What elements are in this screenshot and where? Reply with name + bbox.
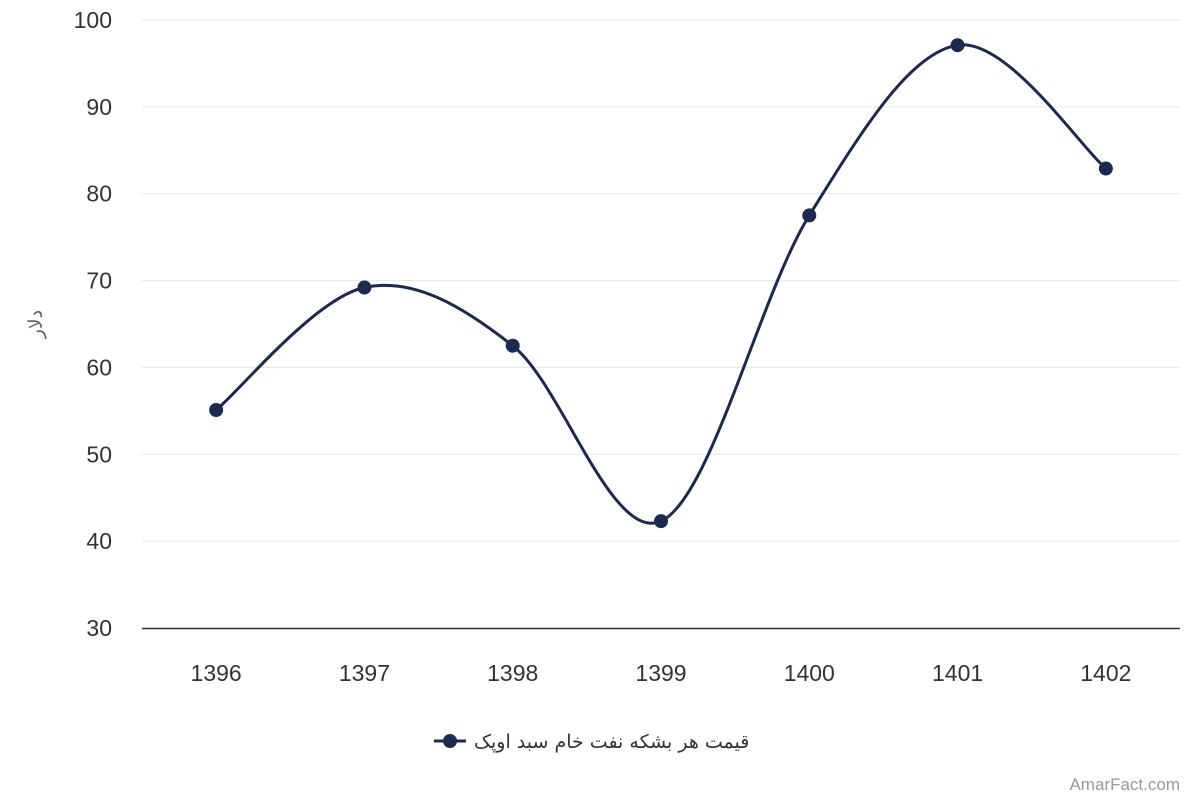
legend[interactable]: قیمت هر بشکه نفت خام سبد اوپک xyxy=(434,731,749,753)
y-tick-label: 50 xyxy=(86,441,112,467)
series-points[interactable] xyxy=(209,38,1113,529)
x-tick-label: 1401 xyxy=(932,660,983,686)
grid-lines xyxy=(142,19,1180,542)
x-tick-label: 1396 xyxy=(191,660,242,686)
series-line xyxy=(214,43,1108,525)
legend-marker-icon xyxy=(443,734,457,748)
y-axis-tick-labels: 30 40 50 60 70 80 90 100 xyxy=(74,7,112,641)
x-tick-label: 1402 xyxy=(1080,660,1131,686)
y-tick-label: 30 xyxy=(86,615,112,641)
y-tick-label: 90 xyxy=(86,94,112,120)
credit-link[interactable]: AmarFact.com xyxy=(1069,775,1180,794)
data-point-1400[interactable] xyxy=(802,208,817,223)
y-tick-label: 60 xyxy=(86,354,112,380)
y-axis-title: دلار xyxy=(25,310,47,339)
legend-label[interactable]: قیمت هر بشکه نفت خام سبد اوپک xyxy=(474,731,749,753)
data-point-1402[interactable] xyxy=(1098,161,1113,176)
x-tick-label: 1400 xyxy=(784,660,835,686)
y-tick-label: 40 xyxy=(86,528,112,554)
data-point-1397[interactable] xyxy=(357,280,372,295)
x-axis-tick-labels: 1396 1397 1398 1399 1400 1401 1402 xyxy=(191,660,1132,686)
data-point-1399[interactable] xyxy=(654,514,668,529)
y-tick-label: 80 xyxy=(86,181,112,207)
y-tick-label: 70 xyxy=(86,268,112,294)
data-point-1398[interactable] xyxy=(505,338,520,353)
data-point-1396[interactable] xyxy=(209,402,224,417)
x-tick-label: 1399 xyxy=(635,660,686,686)
data-point-1401[interactable] xyxy=(950,38,965,53)
x-tick-label: 1397 xyxy=(339,660,390,686)
y-tick-label: 100 xyxy=(74,7,112,33)
x-tick-label: 1398 xyxy=(487,660,538,686)
